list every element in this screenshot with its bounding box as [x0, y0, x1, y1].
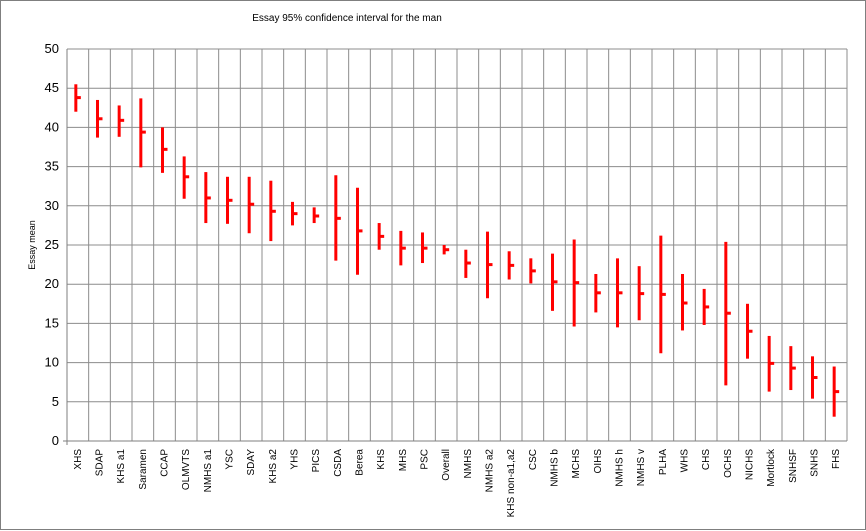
x-tick-label: NMHS b: [550, 449, 561, 487]
y-tick-label: 30: [45, 198, 59, 213]
y-tick-label: 15: [45, 315, 59, 330]
x-tick-label: CHS: [701, 449, 712, 470]
x-tick-label: NMHS v: [636, 449, 647, 486]
x-tick-label: OCHS: [723, 449, 734, 478]
x-tick-label: NMHS h: [615, 449, 626, 487]
x-tick-label: PLHA: [658, 449, 669, 475]
y-tick-label: 25: [45, 237, 59, 252]
x-tick-label: MCHS: [571, 449, 582, 479]
x-tick-label: XHS: [73, 449, 84, 470]
x-tick-label: CSC: [528, 449, 539, 470]
x-tick-label: NICHS: [745, 449, 756, 480]
x-tick-label: KHS a1: [116, 449, 127, 484]
x-tick-label: KHS non-a1,a2: [506, 449, 517, 518]
x-axis-ticks: XHS SDAP KHS a1 Saramen CCAP OLMVTS NMHS a1 YSC…: [73, 448, 842, 517]
x-tick-label: PICS: [311, 449, 322, 473]
x-tick-label: WHS: [680, 449, 691, 473]
x-tick-label: SDAP: [95, 449, 106, 477]
x-tick-label: YSC: [225, 449, 236, 470]
y-axis-ticks: 0 5 10 15 20 25 30 35 40 45 50: [45, 41, 59, 448]
y-tick-label: 10: [45, 355, 59, 370]
x-tick-label: SNHS: [810, 449, 821, 477]
x-tick-label: CSDA: [333, 449, 344, 477]
x-tick-label: NMHS a1: [203, 449, 214, 493]
y-tick-label: 40: [45, 119, 59, 134]
x-tick-label: CCAP: [160, 449, 171, 477]
x-tick-label: KHS a2: [268, 449, 279, 484]
chart-title: Essay 95% confidence interval for the ma…: [252, 13, 442, 24]
x-tick-label: MHS: [398, 449, 409, 472]
y-tick-label: 35: [45, 159, 59, 174]
x-tick-label: Berea: [355, 449, 366, 476]
y-tick-label: 50: [45, 41, 59, 56]
x-tick-label: NMHS a2: [485, 449, 496, 493]
x-tick-label: OLMVTS: [181, 449, 192, 490]
y-tick-label: 5: [52, 394, 59, 409]
x-tick-label: Saramen: [138, 449, 149, 490]
y-axis-label: Essay mean: [27, 220, 37, 270]
x-tick-label: OIHS: [593, 449, 604, 474]
x-tick-label: KHS: [376, 449, 387, 470]
gridlines: [63, 48, 848, 445]
x-tick-label: Overall: [441, 449, 452, 481]
x-tick-label: Mortlock: [766, 448, 777, 487]
x-tick-label: YHS: [290, 449, 301, 470]
y-tick-label: 0: [52, 433, 59, 448]
y-tick-label: 45: [45, 80, 59, 95]
interval-bars: [74, 84, 840, 417]
x-tick-label: NMHS: [463, 449, 474, 479]
x-tick-label: SDAY: [246, 449, 257, 476]
x-tick-label: PSC: [420, 449, 431, 470]
y-tick-label: 20: [45, 276, 59, 291]
x-tick-label: SNHSF: [788, 449, 799, 483]
x-tick-label: FHS: [831, 449, 842, 469]
